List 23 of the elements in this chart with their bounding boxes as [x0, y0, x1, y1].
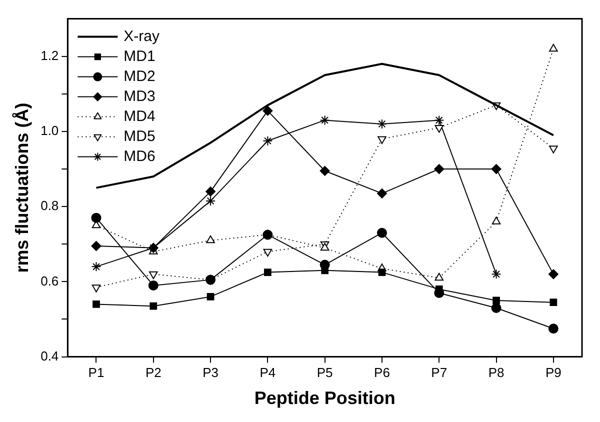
legend-label: MD5 — [124, 128, 156, 145]
y-tick-label: 0.6 — [40, 273, 59, 288]
y-axis-title: rms fluctuations (Å) — [12, 102, 32, 273]
x-tick-label: P4 — [260, 365, 276, 380]
legend-label: X-ray — [124, 28, 160, 45]
legend-label: MD2 — [124, 68, 156, 85]
x-axis-title: Peptide Position — [254, 388, 396, 408]
x-tick-label: P1 — [88, 365, 104, 380]
y-tick-label: 1.0 — [40, 123, 59, 138]
y-tick-label: 1.2 — [40, 48, 59, 63]
x-tick-label: P7 — [431, 365, 448, 380]
legend-label: MD3 — [124, 88, 156, 105]
y-tick-label: 0.8 — [40, 198, 59, 214]
legend-label: MD1 — [124, 48, 156, 65]
x-tick-label: P8 — [488, 365, 504, 380]
y-tick-label: 0.4 — [40, 348, 59, 364]
x-tick-label: P6 — [374, 365, 390, 380]
x-tick-label: P3 — [202, 365, 218, 380]
x-tick-label: P9 — [545, 365, 562, 380]
legend-label: MD4 — [124, 108, 156, 125]
x-tick-label: P5 — [316, 365, 333, 380]
x-tick-label: P2 — [145, 365, 162, 380]
legend-label: MD6 — [124, 148, 156, 165]
